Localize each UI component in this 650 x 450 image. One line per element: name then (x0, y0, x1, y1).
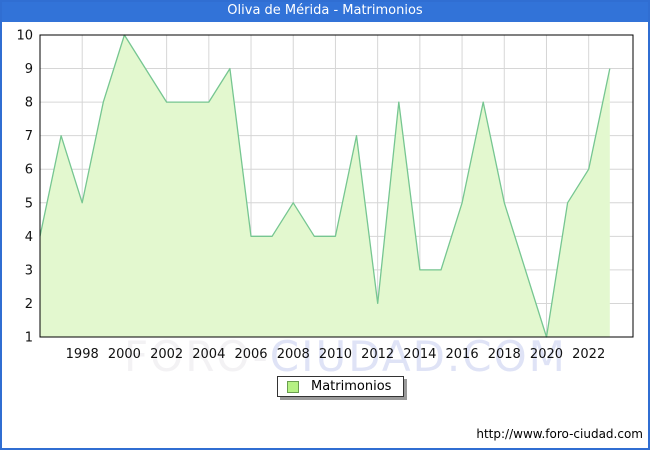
title-bar: Oliva de Mérida - Matrimonios (0, 0, 650, 22)
y-tick-label: 8 (25, 96, 33, 111)
y-tick-label: 5 (25, 196, 33, 211)
area-fill (40, 35, 610, 337)
x-tick-label: 2002 (150, 347, 183, 362)
plot-border (39, 34, 634, 338)
y-tick-label: 6 (25, 163, 33, 178)
x-tick-label: 2022 (572, 347, 605, 362)
legend-label: Matrimonios (311, 379, 392, 394)
legend: Matrimonios (277, 376, 405, 397)
x-axis-labels: 1998 2000 2002 2004 2006 2008 2010 2012 2014 2016… (66, 347, 606, 362)
y-tick-label: 3 (25, 263, 33, 278)
x-tick-label: 2006 (234, 347, 267, 362)
x-tick-label: 2008 (277, 347, 310, 362)
y-tick-label: 2 (25, 297, 33, 312)
x-tick-label: 1998 (66, 347, 99, 362)
x-tick-label: 2018 (488, 347, 521, 362)
y-tick-label: 9 (25, 62, 33, 77)
x-tick-label: 2000 (108, 347, 141, 362)
x-tick-label: 2020 (530, 347, 563, 362)
legend-swatch (287, 380, 299, 393)
footer-url: http://www.foro-ciudad.com (476, 427, 643, 441)
y-tick-label: 4 (25, 230, 33, 245)
y-tick-label: 10 (16, 29, 33, 44)
x-tick-label: 2016 (446, 347, 479, 362)
watermark: FORO-CIUDAD.COM (124, 332, 567, 381)
chart-title: Oliva de Mérida - Matrimonios (227, 3, 423, 18)
y-tick-label: 7 (25, 129, 33, 144)
watermark-text-right: CIUDAD.COM (269, 332, 567, 381)
watermark-text-left: FORO- (124, 332, 270, 381)
x-tick-label: 2010 (319, 347, 352, 362)
y-tick-label: 1 (25, 331, 33, 346)
y-axis-labels: 1 2 3 4 5 6 7 8 9 10 (16, 29, 33, 346)
x-tick-label: 2012 (361, 347, 394, 362)
x-tick-label: 2014 (403, 347, 436, 362)
x-tick-label: 2004 (192, 347, 225, 362)
data-line (39, 34, 611, 338)
